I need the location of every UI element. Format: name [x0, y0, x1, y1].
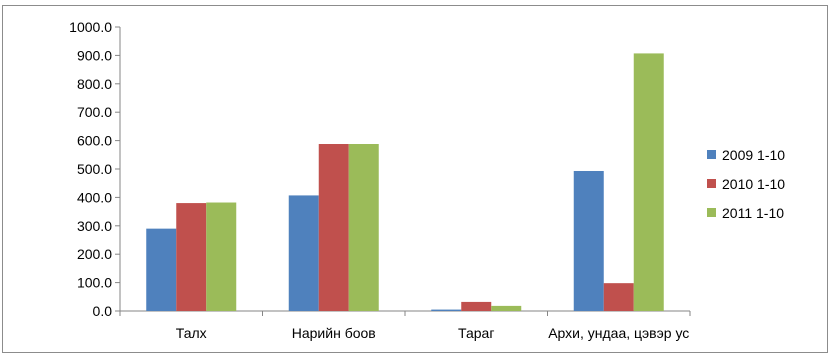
y-tick-label: 600.0	[77, 133, 112, 149]
bar	[176, 203, 207, 311]
bar	[431, 309, 462, 311]
y-tick-label: 200.0	[77, 246, 112, 262]
legend-swatch	[707, 179, 716, 188]
bar	[461, 301, 492, 311]
legend-item: 2009 1-10	[707, 147, 785, 163]
y-tick-label: 800.0	[77, 76, 112, 92]
bar	[288, 195, 319, 311]
legend: 2009 1-10 2010 1-10 2011 1-10	[707, 147, 785, 221]
bars	[146, 53, 664, 312]
bar	[491, 305, 522, 311]
legend-label: 2009 1-10	[722, 147, 785, 163]
y-axis: 0.0 100.0 200.0 300.0 400.0 500.0 600.0 700.0 80…	[69, 19, 121, 319]
bar	[146, 228, 177, 311]
x-tick-label: Тараг	[458, 325, 494, 341]
y-tick-label: 900.0	[77, 47, 112, 63]
y-tick-label: 400.0	[77, 189, 112, 205]
x-tick-label: Нарийн боов	[292, 325, 376, 341]
y-tick-label: 1000.0	[69, 19, 112, 35]
bar	[633, 53, 664, 312]
x-tick-label: Архи, ундаа, цэвэр ус	[548, 325, 689, 341]
legend-item: 2011 1-10	[707, 205, 784, 221]
bar	[206, 202, 237, 311]
legend-swatch	[707, 150, 716, 159]
legend-label: 2011 1-10	[722, 205, 784, 221]
y-tick-label: 300.0	[77, 218, 112, 234]
x-tick-label: Талх	[176, 325, 207, 341]
bar	[348, 144, 379, 311]
legend-swatch	[707, 208, 716, 217]
y-tick-label: 700.0	[77, 104, 112, 120]
legend-item: 2010 1-10	[707, 176, 785, 192]
legend-label: 2010 1-10	[722, 176, 785, 192]
bar	[573, 170, 604, 311]
y-tick-label: 100.0	[77, 275, 112, 291]
bar	[603, 283, 634, 311]
bar	[318, 144, 349, 311]
y-tick-label: 500.0	[77, 161, 112, 177]
x-axis: Талх Нарийн боов Тараг Архи, ундаа, цэвэр у…	[119, 310, 691, 341]
y-tick-label: 0.0	[93, 303, 113, 319]
chart-frame	[2, 5, 828, 353]
